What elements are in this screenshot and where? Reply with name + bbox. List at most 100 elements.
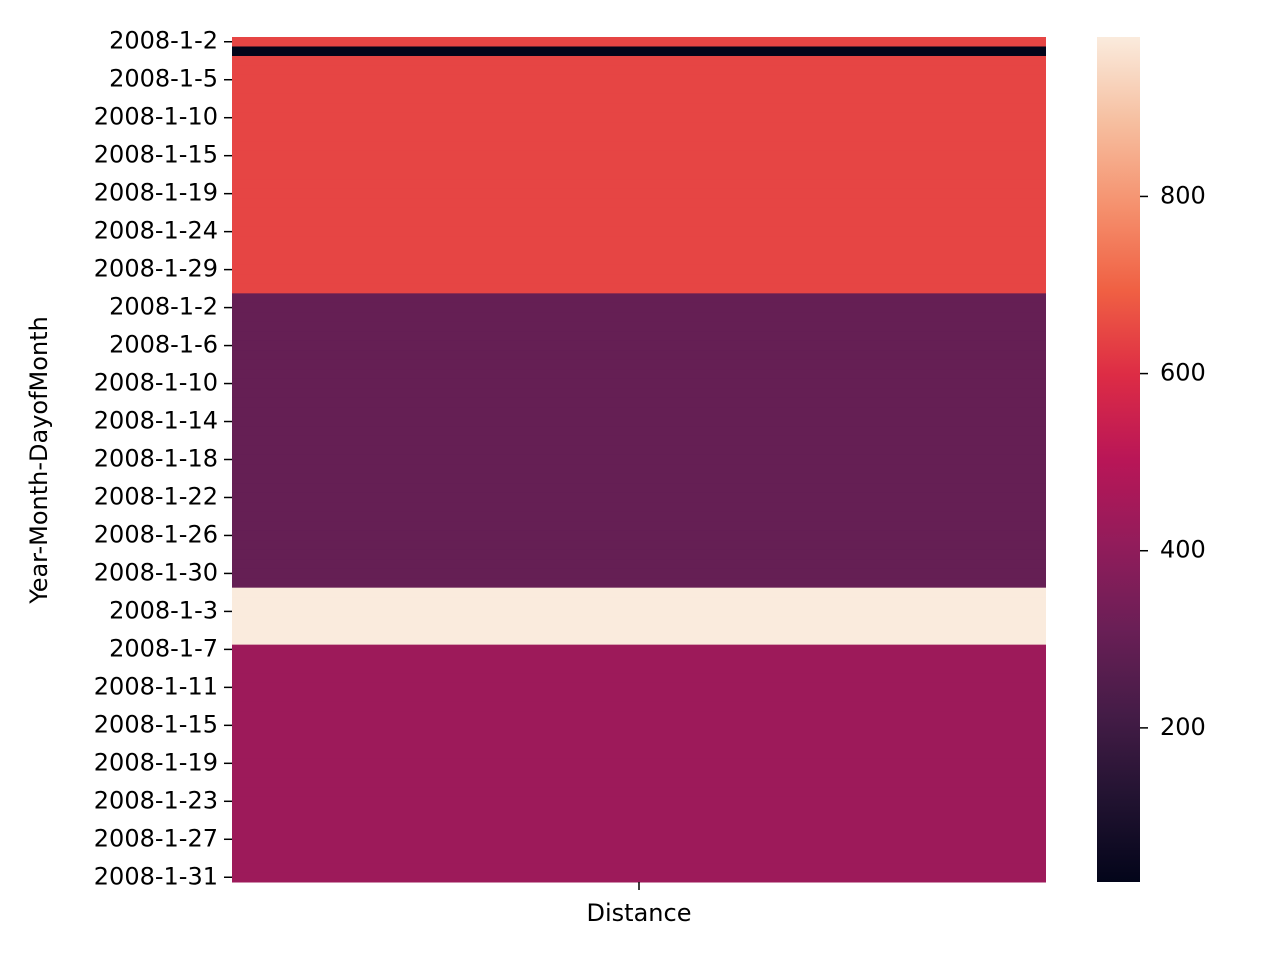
heatmap-cell <box>232 815 1046 826</box>
heatmap-cell <box>232 198 1046 209</box>
heatmap-cell <box>232 825 1046 836</box>
y-tick-label: 2008-1-2 <box>109 27 218 55</box>
y-tick-label: 2008-1-6 <box>109 331 218 359</box>
heatmap-cell <box>232 777 1046 788</box>
heatmap-cell <box>232 711 1046 722</box>
heatmap-cell <box>232 635 1046 646</box>
heatmap-cell <box>232 834 1046 845</box>
heatmap-cell <box>232 93 1046 104</box>
y-tick-label: 2008-1-22 <box>94 482 218 510</box>
heatmap-cell <box>232 169 1046 180</box>
heatmap-cell <box>232 236 1046 247</box>
heatmap-cell <box>232 853 1046 864</box>
heatmap-cell <box>232 397 1046 408</box>
heatmap-cell <box>232 226 1046 237</box>
heatmap-cell <box>232 872 1046 883</box>
y-tick-label: 2008-1-19 <box>94 179 218 207</box>
heatmap-cell <box>232 597 1046 608</box>
heatmap-cell <box>232 112 1046 123</box>
y-tick-label: 2008-1-10 <box>94 103 218 131</box>
y-tick-label: 2008-1-11 <box>94 672 218 700</box>
heatmap-cell <box>232 768 1046 779</box>
heatmap-cell <box>232 217 1046 228</box>
heatmap-cell <box>232 673 1046 684</box>
heatmap-cell <box>232 160 1046 171</box>
heatmap-cell <box>232 188 1046 199</box>
heatmap-cell <box>232 84 1046 95</box>
heatmap-cell <box>232 511 1046 522</box>
heatmap-cell <box>232 331 1046 342</box>
heatmap-cell <box>232 483 1046 494</box>
heatmap-cell <box>232 245 1046 256</box>
y-tick-label: 2008-1-18 <box>94 445 218 473</box>
y-tick-label: 2008-1-30 <box>94 558 218 586</box>
heatmap-cell <box>232 492 1046 503</box>
heatmap-cell <box>232 530 1046 541</box>
heatmap-cell <box>232 863 1046 874</box>
colorbar-tick-label: 200 <box>1160 713 1206 741</box>
y-tick-label: 2008-1-24 <box>94 217 218 245</box>
heatmap-cell <box>232 312 1046 323</box>
heatmap-cell <box>232 663 1046 674</box>
y-tick-label: 2008-1-2 <box>109 293 218 321</box>
heatmap-cell <box>232 654 1046 665</box>
heatmap-cell <box>232 606 1046 617</box>
heatmap-cell <box>232 559 1046 570</box>
heatmap-cell <box>232 416 1046 427</box>
heatmap-cell <box>232 720 1046 731</box>
heatmap-cell <box>232 359 1046 370</box>
heatmap-cell <box>232 578 1046 589</box>
y-tick-label: 2008-1-26 <box>94 520 218 548</box>
x-tick-label: Distance <box>587 899 692 927</box>
heatmap-cell <box>232 378 1046 389</box>
heatmap-cell <box>232 701 1046 712</box>
colorbar-tick-label: 400 <box>1160 536 1206 564</box>
heatmap-cell <box>232 749 1046 760</box>
y-tick-label: 2008-1-15 <box>94 710 218 738</box>
heatmap-cell <box>232 521 1046 532</box>
y-tick-label: 2008-1-10 <box>94 369 218 397</box>
heatmap-cell <box>232 264 1046 275</box>
y-tick-label: 2008-1-23 <box>94 786 218 814</box>
colorbar-tick-label: 800 <box>1160 181 1206 209</box>
heatmap-cell <box>232 131 1046 142</box>
heatmap-cell <box>232 350 1046 361</box>
heatmap-cell <box>232 540 1046 551</box>
heatmap-cell <box>232 388 1046 399</box>
colorbar-tick-label: 600 <box>1160 359 1206 387</box>
heatmap-cell <box>232 321 1046 332</box>
heatmap-cell <box>232 625 1046 636</box>
heatmap-cell <box>232 454 1046 465</box>
heatmap-cell <box>232 74 1046 85</box>
heatmap-cell <box>232 445 1046 456</box>
y-tick-label: 2008-1-3 <box>109 596 218 624</box>
heatmap-cell <box>232 435 1046 446</box>
heatmap-cell <box>232 122 1046 133</box>
y-tick-label: 2008-1-27 <box>94 824 218 852</box>
heatmap-cell <box>232 407 1046 418</box>
heatmap-cell <box>232 283 1046 294</box>
heatmap-cell <box>232 644 1046 655</box>
heatmap-cell <box>232 758 1046 769</box>
heatmap-cell <box>232 255 1046 266</box>
heatmap-cell <box>232 568 1046 579</box>
heatmap-cell <box>232 293 1046 304</box>
heatmap-cell <box>232 473 1046 484</box>
heatmap-cell <box>232 207 1046 218</box>
heatmap-cell <box>232 426 1046 437</box>
y-axis-label: Year-Month-DayofMonth <box>25 316 53 605</box>
y-tick-label: 2008-1-19 <box>94 748 218 776</box>
heatmap-cell <box>232 103 1046 114</box>
heatmap-cell <box>232 796 1046 807</box>
heatmap-cell <box>232 787 1046 798</box>
y-tick-label: 2008-1-29 <box>94 255 218 283</box>
heatmap-cell <box>232 340 1046 351</box>
heatmap-cell <box>232 549 1046 560</box>
heatmap-cell <box>232 141 1046 152</box>
heatmap-cell <box>232 55 1046 66</box>
heatmap-cell <box>232 37 1046 47</box>
heatmap-cell <box>232 65 1046 76</box>
heatmap-cell <box>232 806 1046 817</box>
heatmap-cell <box>232 502 1046 513</box>
